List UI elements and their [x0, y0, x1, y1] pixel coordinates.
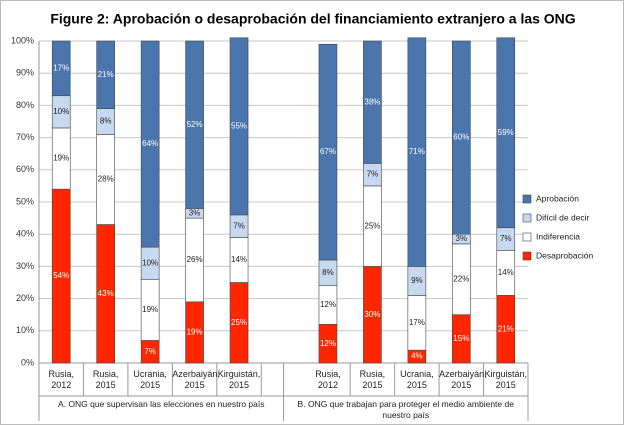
data-label: 71% [409, 147, 425, 156]
x-tick-label: Ucrania, 2015 [400, 369, 434, 390]
y-tick-label: 10% [16, 325, 34, 335]
x-tick-label: Kirguistán, 2015 [217, 369, 261, 390]
data-label: 30% [364, 310, 380, 319]
data-label: 12% [320, 339, 336, 348]
y-tick-label: 70% [16, 132, 34, 142]
x-tick-label: Rusia, 2015 [92, 369, 119, 390]
y-tick-label: 80% [16, 100, 34, 110]
data-label: 8% [100, 117, 112, 126]
data-label: 60% [453, 133, 469, 142]
bar-segment [51, 40, 71, 97]
data-label: 21% [498, 324, 514, 333]
x-tick-label: Rusia, 2012 [48, 369, 74, 390]
y-tick-label: 60% [16, 164, 34, 174]
data-label: 17% [53, 63, 69, 72]
x-tick-label: Kirguistán, 2015 [484, 369, 528, 390]
data-label: 17% [409, 318, 425, 327]
data-label: 10% [142, 258, 158, 267]
y-tick-label: 40% [16, 229, 34, 239]
data-label: 7% [233, 221, 245, 230]
legend-swatch [522, 251, 532, 261]
data-label: 8% [322, 268, 334, 277]
y-tick-label: 0% [21, 357, 34, 367]
data-label: 19% [142, 305, 158, 314]
data-label: 12% [320, 300, 336, 309]
data-label: 21% [98, 70, 114, 79]
bar-segment [318, 43, 338, 261]
data-label: 67% [320, 147, 336, 156]
data-label: 28% [98, 175, 114, 184]
bar-segment [363, 40, 382, 164]
data-label: 9% [411, 276, 423, 285]
legend-swatch [522, 232, 532, 242]
data-label: 25% [231, 318, 247, 327]
y-tick-label: 50% [16, 196, 34, 206]
data-label: 7% [367, 170, 379, 179]
y-tick-label: 90% [16, 68, 34, 78]
bar-segment [496, 37, 516, 229]
x-tick-label: Azerbaiyán, 2015 [172, 369, 220, 390]
data-label: 14% [498, 268, 514, 277]
data-label: 38% [364, 97, 380, 106]
data-label: 10% [53, 107, 69, 116]
data-label: 19% [187, 328, 203, 337]
data-label: 7% [500, 234, 512, 243]
legend-swatch [522, 194, 532, 204]
y-tick-label: 20% [16, 293, 34, 303]
data-label: 52% [187, 120, 203, 129]
data-label: 14% [231, 255, 247, 264]
data-label: 4% [411, 352, 423, 361]
x-tick-label: Rusia, 2015 [359, 369, 386, 390]
bar-segment [96, 40, 115, 109]
data-label: 7% [144, 347, 156, 356]
y-tick-label: 100% [11, 35, 34, 45]
data-label: 26% [187, 255, 203, 264]
data-label: 54% [53, 271, 69, 280]
y-tick-label: 30% [16, 261, 34, 271]
legend-label: Difícil de decir [536, 212, 590, 222]
group-label: B. ONG que trabajan para proteger el med… [297, 399, 514, 420]
x-tick-label: Ucrania, 2015 [133, 369, 167, 390]
bar-segment [140, 40, 160, 248]
data-label: 64% [142, 139, 158, 148]
legend-swatch [522, 213, 532, 223]
bar-segment [452, 40, 471, 235]
bar-segment [185, 40, 204, 209]
data-label: 59% [498, 128, 514, 137]
data-label: 3% [456, 234, 468, 243]
data-label: 55% [231, 121, 247, 130]
bar-segment [229, 37, 249, 216]
x-tick-label: Rusia, 2012 [315, 369, 341, 390]
group-label: A. ONG que supervisan las elecciones en … [58, 399, 265, 409]
data-label: 43% [98, 289, 114, 298]
data-label: 3% [189, 208, 201, 217]
legend-label: Desaprobación [536, 250, 593, 260]
data-label: 22% [453, 274, 469, 283]
legend-label: Aprobación [536, 193, 579, 203]
data-label: 25% [364, 221, 380, 230]
chart-title: Figure 2: Aprobación o desaprobación del… [50, 11, 575, 27]
legend-label: Indiferencia [536, 231, 580, 241]
x-tick-label: Azerbaiyán, 2015 [439, 369, 487, 390]
data-label: 19% [53, 154, 69, 163]
bar-segment [407, 37, 427, 267]
data-label: 15% [453, 334, 469, 343]
